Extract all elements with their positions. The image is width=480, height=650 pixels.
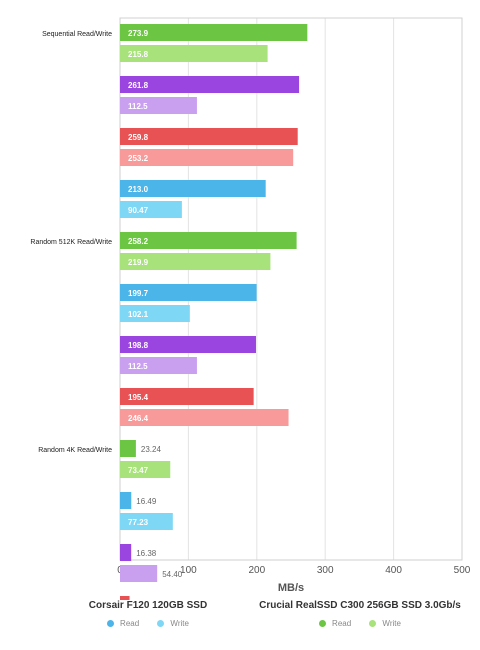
read-swatch-icon [319,620,327,627]
data-label-write: 219.9 [128,258,149,267]
bar-write [120,201,182,218]
data-label-read: 213.0 [128,185,149,194]
bar-read [120,440,136,457]
legend-read-label: Read [120,619,140,628]
legend-item-crucial-write: Write [369,619,401,628]
x-tick-label: 500 [454,565,471,576]
bar-write [120,409,289,426]
bar-write [120,149,294,166]
x-tick-label: 300 [317,565,334,576]
bar-read [120,24,308,41]
data-label-read: 16.38 [136,549,157,558]
data-label-read: 273.9 [128,29,149,38]
data-label-write: 112.5 [128,362,148,371]
bar-read [120,596,130,600]
data-label-read: 23.24 [141,445,162,454]
legend-read-label: Read [332,619,352,628]
legend-title-crucial: Crucial RealSSD C300 256GB SSD 3.0Gb/s [259,600,461,611]
category-label: Sequential Read/Write [42,31,112,38]
bar-read [120,492,132,509]
x-axis-title: MB/s [278,582,304,594]
data-label-read: 258.2 [128,237,149,246]
data-label-read: 198.8 [128,341,149,350]
data-label-write: 246.4 [128,414,149,423]
bar-read [120,284,257,301]
data-label-read: 259.8 [128,133,149,142]
write-swatch-icon [157,620,165,627]
category-label: Random 4K Read/Write [38,447,112,454]
bar-read [120,232,297,249]
bar-write [120,565,158,582]
data-label-write: 90.47 [128,206,149,215]
category-label: Random 512K Read/Write [30,239,112,246]
x-tick-label: 400 [385,565,402,576]
data-label-read: 199.7 [128,289,149,298]
legend-title-corsair: Corsair F120 120GB SSD [88,600,208,611]
bar-write [120,305,190,322]
legend-write-label: Write [382,619,401,628]
bar-read [120,336,256,353]
bar-write [120,461,171,478]
data-label-read: 261.8 [128,81,149,90]
data-label-write: 102.1 [128,310,149,319]
legend-corsair: Corsair F120 120GB SSD Read Write [28,600,268,628]
data-label-read: 195.4 [128,393,149,402]
data-label-write: 77.23 [128,518,149,527]
read-swatch-icon [107,620,115,627]
bar-read [120,388,254,405]
bar-write [120,97,197,114]
x-tick-label: 200 [248,565,265,576]
data-label-write: 73.47 [128,466,149,475]
bar-write [120,357,197,374]
legend-item-corsair-write: Write [157,619,189,628]
bar-read [120,76,300,93]
data-label-write: 112.5 [128,102,148,111]
legend-item-crucial-read: Read [319,619,351,628]
legend-write-label: Write [170,619,189,628]
bar-read [120,544,132,561]
data-label-write: 253.2 [128,154,149,163]
data-label-read: 16.49 [136,497,157,506]
bar-write [120,253,271,270]
bar-write [120,513,173,530]
bar-read [120,180,266,197]
bar-read [120,128,298,145]
x-tick-label: 100 [180,565,197,576]
bar-write [120,45,268,62]
legend-item-corsair-read: Read [107,619,139,628]
write-swatch-icon [369,620,377,627]
data-label-write: 215.8 [128,50,149,59]
data-label-write: 54.40 [162,570,183,579]
legend-crucial: Crucial RealSSD C300 256GB SSD 3.0Gb/s R… [240,600,480,628]
